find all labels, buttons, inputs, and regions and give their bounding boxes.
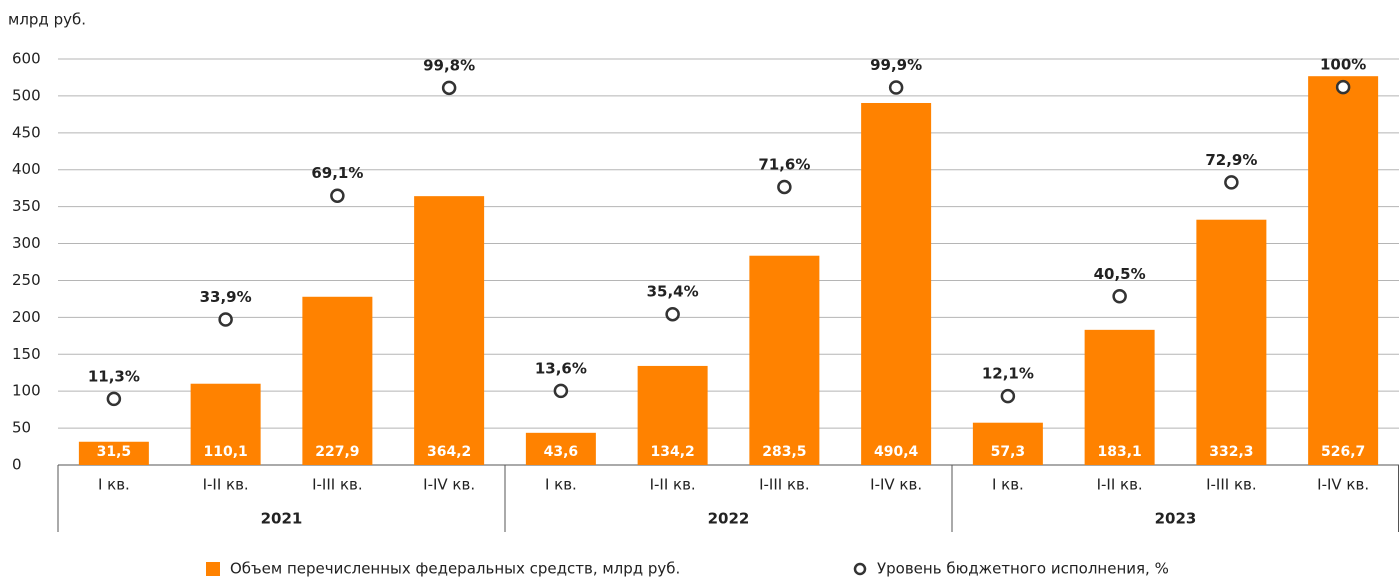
legend-marker (206, 562, 220, 576)
point (1335, 79, 1351, 95)
point (330, 188, 345, 203)
group-label: 2021 (261, 510, 303, 528)
bar-value-label: 134,2 (650, 444, 694, 460)
y-tick-label: 600 (12, 50, 41, 68)
bar-value-label: 31,5 (97, 444, 132, 460)
point-value-label: 33,9% (200, 288, 252, 306)
x-tick-label: I-II кв. (650, 476, 696, 494)
point-value-label: 99,8% (423, 56, 475, 74)
bar (78, 441, 149, 465)
y-tick-label: 300 (12, 234, 41, 252)
x-tick-label: I-II кв. (1097, 476, 1143, 494)
point (777, 179, 792, 195)
legend-marker (853, 562, 867, 576)
bar (302, 296, 373, 465)
group-label: 2022 (708, 510, 750, 528)
point-value-label: 11,3% (88, 367, 140, 385)
group-label: 2023 (1155, 510, 1197, 528)
bar (1084, 329, 1155, 465)
bar-value-label: 57,3 (991, 444, 1026, 460)
point-value-label: 35,4% (647, 283, 699, 301)
legend-label: Уровень бюджетного исполнения, % (877, 560, 1169, 578)
point (665, 306, 680, 322)
x-tick-label: I-IV кв. (1317, 476, 1369, 494)
y-axis-label: млрд руб. (8, 11, 86, 29)
bar (1308, 76, 1379, 465)
bar-value-label: 526,7 (1321, 444, 1365, 460)
point-value-label: 69,1% (311, 164, 363, 182)
x-tick-label: I-IV кв. (870, 476, 922, 494)
point-value-label: 99,9% (870, 56, 922, 74)
bar-value-label: 364,2 (427, 444, 471, 460)
point (106, 391, 122, 407)
x-tick-label: I кв. (98, 476, 130, 494)
bar-value-label: 283,5 (762, 444, 806, 460)
bar (190, 383, 261, 465)
point-value-label: 40,5% (1094, 265, 1146, 283)
point (1224, 175, 1239, 190)
x-tick-label: I-III кв. (312, 476, 363, 494)
y-tick-label: 200 (12, 308, 41, 326)
point-value-label: 12,1% (982, 365, 1034, 383)
x-tick-label: I-IV кв. (423, 476, 475, 494)
point (218, 312, 233, 327)
bar (861, 102, 932, 465)
y-tick-label: 350 (12, 197, 41, 215)
x-tick-label: I кв. (545, 476, 577, 494)
bar (414, 196, 485, 465)
point-value-label: 71,6% (758, 155, 810, 173)
bar-value-label: 110,1 (203, 444, 247, 460)
x-tick-label: I-III кв. (1206, 476, 1257, 494)
y-tick-label: 100 (12, 382, 41, 400)
y-tick-label: 250 (12, 271, 41, 289)
bar-value-label: 332,3 (1209, 444, 1253, 460)
x-tick-label: I-III кв. (759, 476, 810, 494)
bar (749, 255, 820, 465)
point-value-label: 72,9% (1205, 151, 1257, 169)
bar-value-label: 490,4 (874, 444, 919, 460)
point (441, 80, 457, 96)
bar-value-label: 227,9 (315, 444, 359, 460)
bar (525, 432, 596, 465)
y-tick-label: 500 (12, 86, 41, 104)
bar (637, 365, 708, 465)
bar-value-label: 183,1 (1097, 444, 1141, 460)
point (888, 80, 904, 95)
point-value-label: 13,6% (535, 359, 587, 377)
x-tick-label: I-II кв. (203, 476, 249, 494)
legend-label: Объем перечисленных федеральных средств,… (230, 560, 680, 578)
x-tick-label: I кв. (992, 476, 1024, 494)
y-tick-label: 450 (12, 123, 41, 141)
bar (972, 422, 1043, 465)
y-tick-label: 0 (12, 456, 22, 474)
bar (1196, 219, 1267, 465)
point (553, 383, 569, 399)
y-tick-label: 400 (12, 160, 41, 178)
point-value-label: 100% (1320, 56, 1366, 74)
bar-value-label: 43,6 (544, 444, 579, 460)
y-tick-label: 150 (12, 345, 41, 363)
point (1112, 289, 1127, 304)
point (1000, 388, 1016, 404)
y-tick-label: 50 (12, 419, 31, 437)
